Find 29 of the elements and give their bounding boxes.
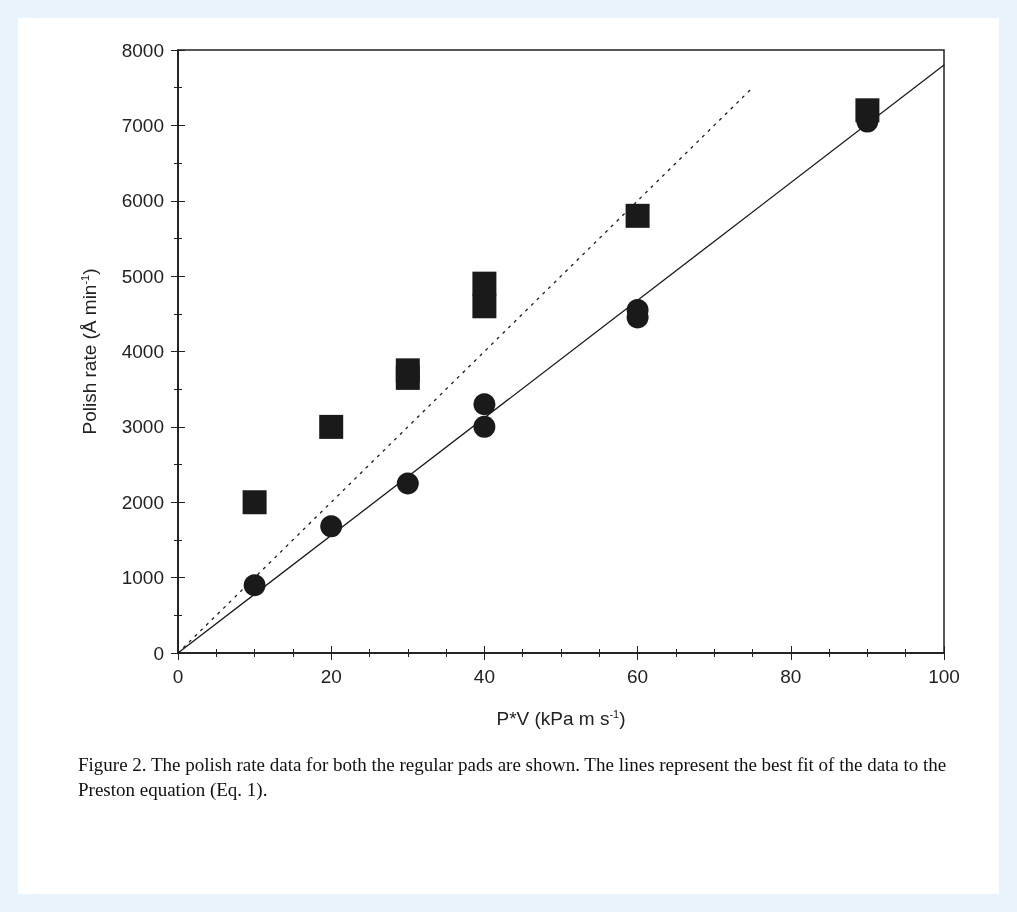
y-tick-label: 1000 [121,567,164,589]
y-tick-label: 3000 [121,416,164,438]
point [243,574,266,597]
x-tick-label: 100 [928,666,960,687]
y-tick-label: 2000 [121,491,164,513]
y-tick-label: 5000 [121,265,164,287]
y-tick-label: 7000 [121,114,164,136]
point [472,294,497,319]
point [855,98,880,123]
x-tick-label: 0 [172,666,184,687]
point [319,414,344,439]
point [472,271,497,296]
y-axis-title: Polish rate (Å min-1) [78,268,100,435]
x-tick-label: 80 [780,666,802,687]
point [473,415,496,438]
point [395,358,420,383]
y-tick-label: 6000 [121,190,164,212]
x-tick-label: 40 [473,666,495,687]
x-tick-label: 60 [627,666,649,687]
x-tick-label: 20 [320,666,342,687]
point [625,203,650,228]
point [473,393,496,416]
caption: Figure 2. The polish rate data for both the regular pads are shown. The lines represent the best fit of the data to the Preston equation (Eq. 1). [78,753,948,802]
point [396,472,419,495]
y-tick-label: 8000 [121,39,164,61]
point [242,490,267,515]
y-tick-label: 4000 [121,341,164,362]
point [320,515,343,538]
y-tick-label: 0 [153,642,164,664]
